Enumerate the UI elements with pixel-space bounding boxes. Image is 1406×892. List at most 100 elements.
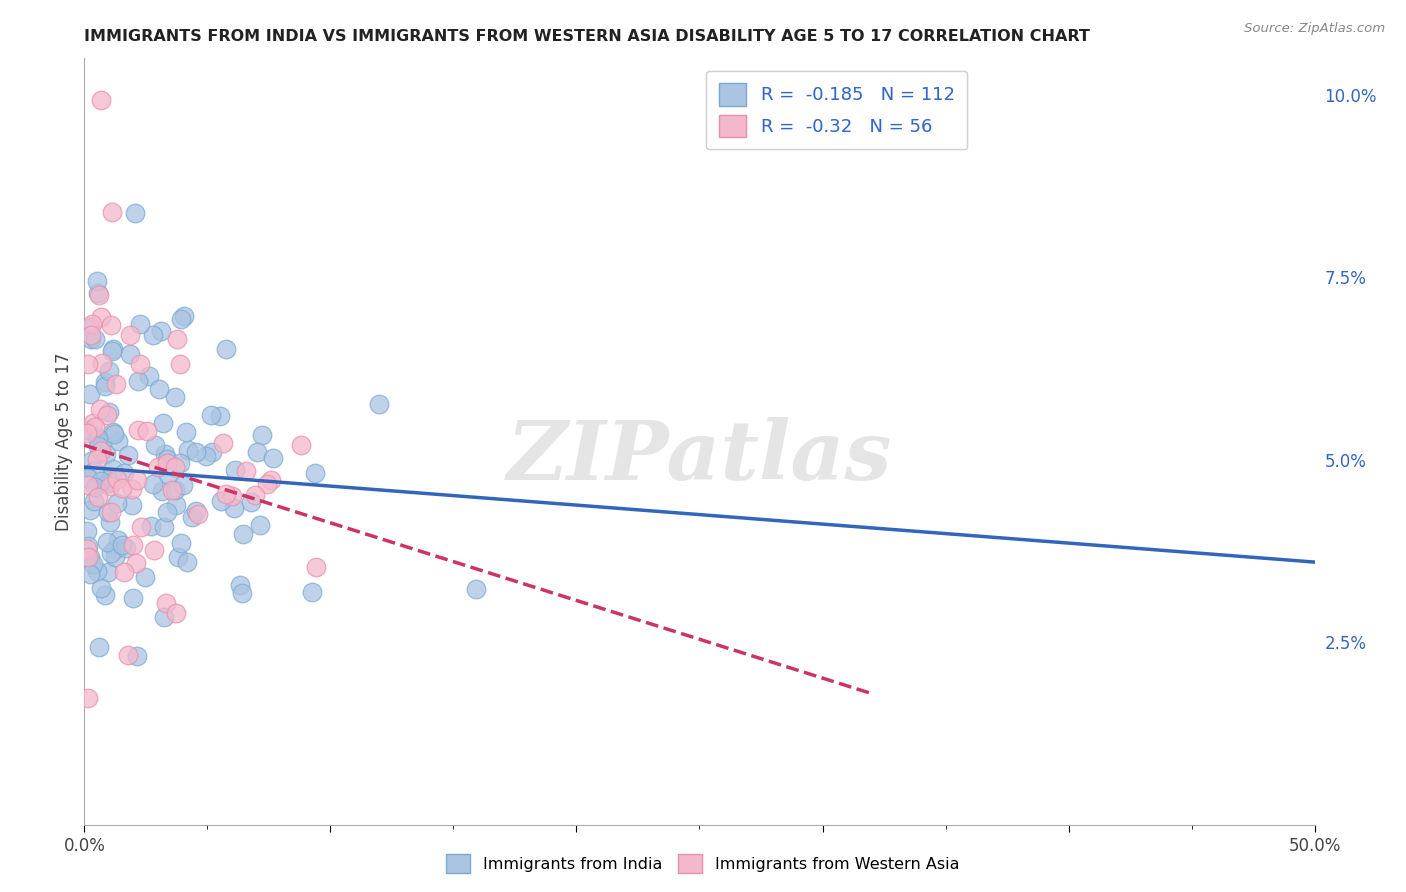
Point <box>129 318 152 332</box>
Point <box>76 425 98 440</box>
Point <box>77 690 100 705</box>
Point <box>86 285 108 300</box>
Point <box>172 477 194 491</box>
Point <box>87 288 110 302</box>
Point <box>121 483 143 497</box>
Point <box>82 416 104 430</box>
Point <box>76 470 98 484</box>
Point <box>163 483 186 497</box>
Point <box>170 535 193 549</box>
Point <box>90 444 112 458</box>
Point <box>229 577 252 591</box>
Point <box>153 520 176 534</box>
Point <box>235 464 257 478</box>
Point <box>79 503 101 517</box>
Point <box>76 524 98 538</box>
Point <box>153 609 176 624</box>
Point <box>90 310 112 324</box>
Point <box>121 591 143 605</box>
Point <box>77 423 100 437</box>
Legend: Immigrants from India, Immigrants from Western Asia: Immigrants from India, Immigrants from W… <box>440 847 966 880</box>
Point <box>97 473 120 487</box>
Point <box>135 425 157 439</box>
Point <box>100 546 122 560</box>
Point <box>77 549 100 564</box>
Point <box>245 488 267 502</box>
Point <box>124 557 146 571</box>
Point <box>180 510 202 524</box>
Point <box>107 434 129 448</box>
Point <box>125 648 148 663</box>
Point <box>103 427 125 442</box>
Point <box>101 343 124 358</box>
Point <box>156 451 179 466</box>
Point <box>173 309 195 323</box>
Point <box>156 456 179 470</box>
Point <box>77 539 100 553</box>
Point <box>90 474 112 488</box>
Point <box>194 450 217 464</box>
Y-axis label: Disability Age 5 to 17: Disability Age 5 to 17 <box>55 352 73 531</box>
Point <box>94 476 117 491</box>
Point <box>166 332 188 346</box>
Point <box>209 493 232 508</box>
Point <box>100 504 122 518</box>
Point <box>83 420 105 434</box>
Point <box>89 640 111 655</box>
Point <box>107 472 129 486</box>
Point <box>110 538 132 552</box>
Point <box>79 567 101 582</box>
Point <box>117 648 139 663</box>
Point <box>122 538 145 552</box>
Point <box>112 565 135 579</box>
Point <box>224 463 246 477</box>
Point <box>79 319 101 334</box>
Point <box>129 520 152 534</box>
Point <box>166 550 188 565</box>
Point <box>138 368 160 383</box>
Text: ZIPatlas: ZIPatlas <box>506 417 893 497</box>
Point <box>153 447 176 461</box>
Point <box>160 483 183 497</box>
Point <box>98 515 121 529</box>
Point <box>259 473 281 487</box>
Point <box>215 342 238 356</box>
Point <box>107 496 129 510</box>
Point <box>96 447 118 461</box>
Point <box>86 451 108 466</box>
Point <box>87 439 110 453</box>
Point <box>368 397 391 411</box>
Point <box>142 327 165 342</box>
Point <box>231 585 253 599</box>
Point <box>148 383 170 397</box>
Point <box>169 357 191 371</box>
Point <box>212 436 235 450</box>
Point <box>301 584 323 599</box>
Point <box>156 506 179 520</box>
Point <box>89 402 111 417</box>
Point <box>86 274 108 288</box>
Point <box>79 549 101 564</box>
Point <box>91 356 114 370</box>
Point <box>177 443 200 458</box>
Point <box>139 518 162 533</box>
Text: Source: ZipAtlas.com: Source: ZipAtlas.com <box>1244 22 1385 36</box>
Point <box>80 317 103 331</box>
Point <box>80 454 103 468</box>
Point <box>87 431 110 445</box>
Point <box>94 379 117 393</box>
Point <box>100 475 122 489</box>
Point <box>90 582 112 596</box>
Point <box>96 534 118 549</box>
Point <box>170 312 193 326</box>
Point <box>262 450 284 465</box>
Point <box>143 437 166 451</box>
Point <box>305 560 328 574</box>
Point <box>222 501 245 516</box>
Point <box>249 518 271 533</box>
Point <box>77 357 100 371</box>
Point <box>208 409 231 424</box>
Point <box>184 504 207 518</box>
Point <box>80 328 103 343</box>
Point <box>83 480 105 494</box>
